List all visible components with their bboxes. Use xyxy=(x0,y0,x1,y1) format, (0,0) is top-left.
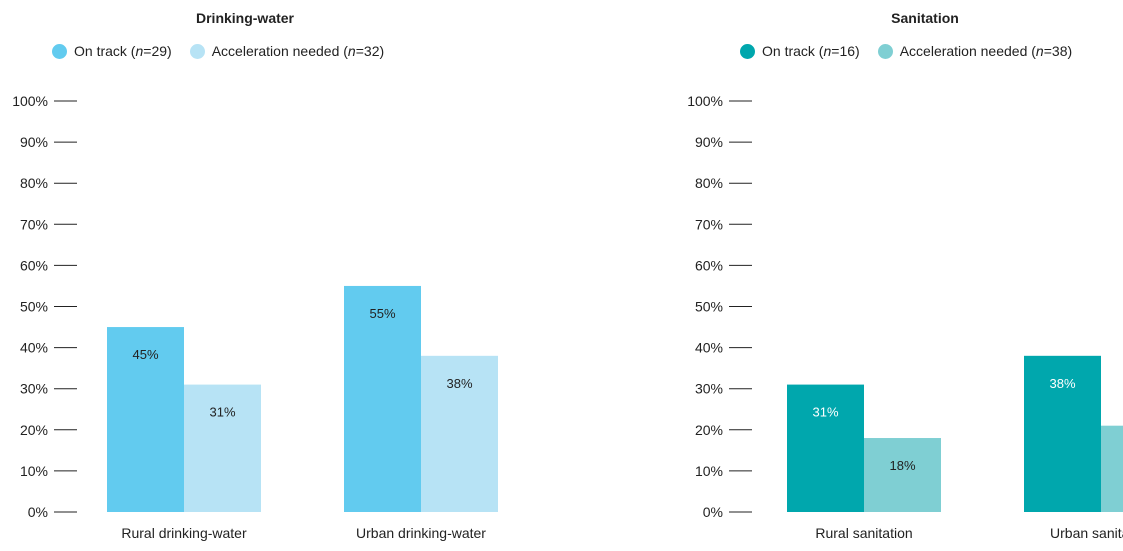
data-label: 31% xyxy=(812,405,838,420)
sanitation-legend: On track (n = 16) Acceleration needed (n… xyxy=(740,43,1090,59)
y-tick-label: 20% xyxy=(20,422,48,438)
legend-label-on-track: On track xyxy=(74,43,127,59)
y-tick-label: 60% xyxy=(20,257,48,273)
legend-count-on-track: 16 xyxy=(839,43,856,59)
sanitation-title: Sanitation xyxy=(891,10,959,26)
y-tick-label: 30% xyxy=(20,381,48,397)
category-label: Urban drinking-water xyxy=(356,525,486,541)
legend-equals: = xyxy=(1043,43,1052,59)
y-tick-label: 0% xyxy=(703,504,723,520)
y-tick-label: 40% xyxy=(695,340,723,356)
bar-on-track xyxy=(787,384,864,512)
legend-equals: = xyxy=(355,43,364,59)
y-tick-label: 50% xyxy=(20,299,48,315)
legend-label-on-track: On track xyxy=(762,43,815,59)
legend-swatch-acceleration-needed xyxy=(189,43,205,59)
data-label: 38% xyxy=(446,376,472,391)
legend-label-acceleration-needed: Acceleration needed xyxy=(211,43,340,59)
bar-acceleration-needed xyxy=(421,355,498,512)
drinking-water-panel: Drinking-water On track (n = 29) Acceler… xyxy=(0,0,560,551)
y-tick-label: 10% xyxy=(20,463,48,479)
y-tick-label: 90% xyxy=(20,134,48,150)
y-tick-label: 30% xyxy=(695,381,723,397)
y-tick-label: 10% xyxy=(695,463,723,479)
bar-on-track xyxy=(344,285,421,512)
sanitation-panel: Sanitation On track (n = 16) Acceleratio… xyxy=(680,0,1123,551)
y-tick-label: 90% xyxy=(695,134,723,150)
legend-n-symbol: n xyxy=(135,43,144,59)
drinking-water-chart: 0% 10% 20% 30% 40% 50% 60% 70% 80% 90% 100% 45% 31% R… xyxy=(12,93,498,541)
legend-swatch-on-track xyxy=(740,43,755,59)
data-label: 38% xyxy=(1049,376,1075,391)
y-tick-label: 60% xyxy=(695,257,723,273)
legend-item-on-track: On track (n = 16) xyxy=(740,43,860,59)
legend-swatch-acceleration-needed xyxy=(877,43,893,59)
y-tick-label: 70% xyxy=(695,216,723,232)
y-tick-label: 100% xyxy=(12,93,48,109)
legend-n-symbol: n xyxy=(1035,43,1044,59)
bar-on-track xyxy=(1024,355,1101,512)
legend-count-acceleration-needed: 38 xyxy=(1051,43,1068,59)
y-tick-label: 70% xyxy=(20,216,48,232)
category-label: Urban sanitation xyxy=(1050,525,1123,541)
legend-item-acceleration-needed: Acceleration needed (n = 32) xyxy=(189,43,384,59)
data-label: 55% xyxy=(369,306,395,321)
data-label: 45% xyxy=(132,347,158,362)
drinking-water-title: Drinking-water xyxy=(195,10,295,26)
legend-n-symbol: n xyxy=(823,43,832,59)
y-tick-label: 40% xyxy=(20,340,48,356)
y-tick-label: 20% xyxy=(695,422,723,438)
legend-item-on-track: On track (n = 29) xyxy=(52,43,172,59)
bar-acceleration-needed xyxy=(864,438,941,512)
legend-equals: = xyxy=(143,43,152,59)
data-label: 31% xyxy=(209,405,235,420)
legend-swatch-on-track xyxy=(52,43,67,59)
y-tick-label: 0% xyxy=(28,504,48,520)
legend-n-symbol: n xyxy=(347,43,356,59)
sanitation-chart: 0% 10% 20% 30% 40% 50% 60% 70% 80% 90% 100% 31% 18% R… xyxy=(687,93,1123,541)
legend-item-acceleration-needed: Acceleration needed (n = 38) xyxy=(877,43,1072,59)
category-label: Rural drinking-water xyxy=(121,525,247,541)
y-tick-label: 100% xyxy=(687,93,723,109)
bar-acceleration-needed xyxy=(1101,425,1123,512)
y-tick-label: 80% xyxy=(20,175,48,191)
bar-acceleration-needed xyxy=(184,384,261,512)
legend-count-acceleration-needed: 32 xyxy=(363,43,380,59)
y-tick-label: 80% xyxy=(695,175,723,191)
legend-label-acceleration-needed: Acceleration needed xyxy=(899,43,1028,59)
category-label: Rural sanitation xyxy=(815,525,912,541)
drinking-water-legend: On track (n = 29) Acceleration needed (n… xyxy=(52,43,402,59)
legend-equals: = xyxy=(831,43,840,59)
y-tick-label: 50% xyxy=(695,299,723,315)
bar-on-track xyxy=(107,327,184,512)
legend-count-on-track: 29 xyxy=(151,43,168,59)
data-label: 18% xyxy=(889,458,915,473)
